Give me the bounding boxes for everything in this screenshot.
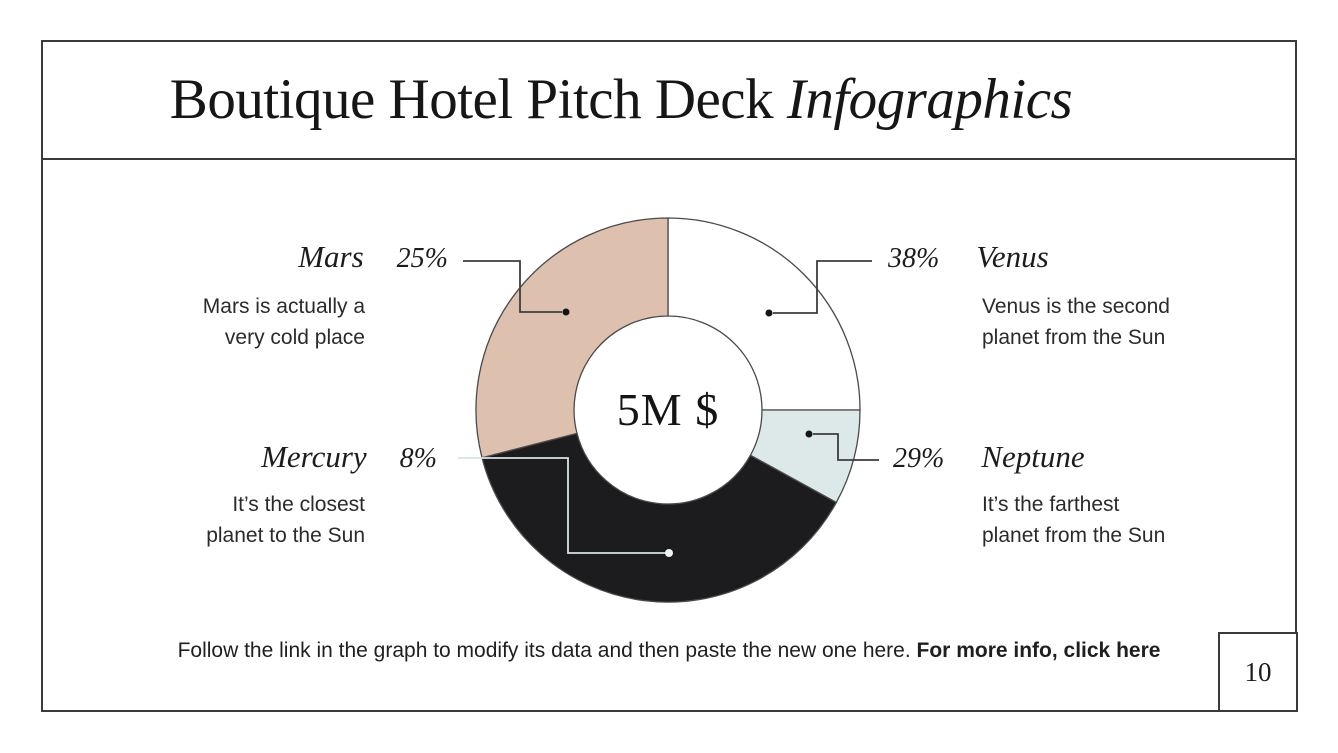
neptune-leader-line: [813, 433, 879, 461]
neptune-leader-dot: [805, 430, 813, 438]
mars-percent: 25%: [396, 243, 448, 274]
page-title-regular: Boutique Hotel Pitch Deck: [169, 67, 787, 131]
slice-tan[interactable]: [475, 217, 669, 459]
callout-neptune: 29% Neptune: [893, 440, 1085, 476]
page-title-italic: Infographics: [786, 67, 1073, 131]
mars-leader-line: [463, 260, 562, 313]
page-number-box: 10: [1218, 632, 1298, 712]
neptune-percent: 29%: [893, 443, 945, 474]
mars-leader-dot: [562, 308, 570, 316]
venus-label: Venus: [976, 239, 1049, 274]
title-band: Boutique Hotel Pitch Deck Infographics: [41, 40, 1297, 158]
page-title: Boutique Hotel Pitch Deck Infographics: [169, 67, 1073, 132]
callout-venus: 38% Venus: [888, 240, 1049, 276]
callout-mercury: Mercury 8%: [261, 440, 437, 476]
title-divider: [41, 158, 1297, 160]
slice-black[interactable]: [481, 432, 838, 603]
mercury-description: It’s the closest planet to the Sun: [206, 493, 365, 547]
neptune-label: Neptune: [981, 439, 1085, 474]
mars-description: Mars is actually a very cold place: [202, 295, 365, 349]
venus-leader-line: [773, 260, 872, 314]
footer-note-text: Follow the link in the graph to modify i…: [177, 639, 917, 662]
callout-mars: Mars 25%: [298, 240, 448, 276]
venus-percent: 38%: [888, 243, 940, 274]
chart-center-value: 5M $: [616, 384, 720, 435]
neptune-description: It’s the farthest planet from the Sun: [982, 493, 1166, 547]
venus-description: Venus is the second planet from the Sun: [982, 295, 1170, 349]
venus-leader-dot: [765, 309, 773, 317]
leader-lines: [458, 260, 879, 557]
page-number: 10: [1244, 656, 1272, 687]
mercury-leader-line: [458, 457, 666, 554]
slice-white[interactable]: [667, 217, 861, 411]
footer-note: Follow the link in the graph to modify i…: [41, 637, 1297, 665]
mercury-percent: 8%: [399, 443, 437, 474]
footer-more-info-link[interactable]: For more info, click here: [916, 639, 1161, 662]
mercury-label: Mercury: [261, 439, 367, 474]
mercury-leader-dot: [665, 549, 673, 557]
mars-label: Mars: [298, 239, 364, 274]
